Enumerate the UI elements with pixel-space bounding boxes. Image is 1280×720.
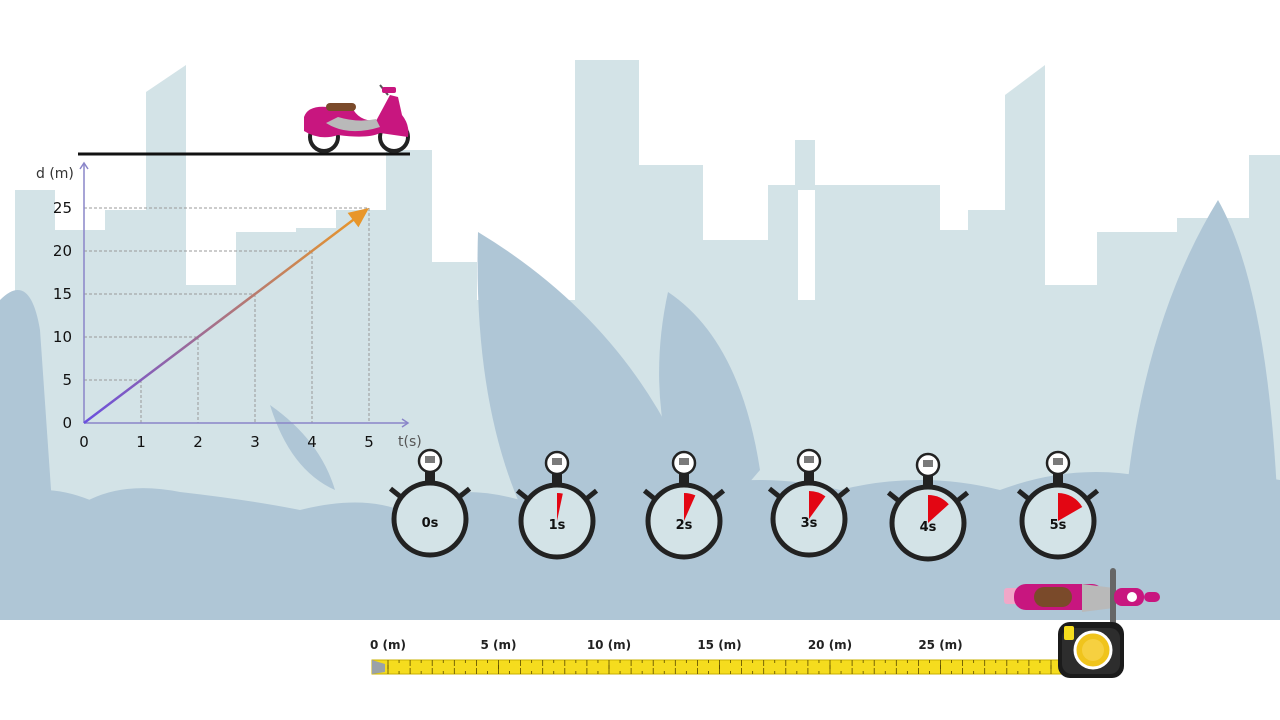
- stopwatch-label: 3s: [801, 516, 818, 531]
- tape-measure: 0 (m) 5 (m) 10 (m) 15 (m) 20 (m) 25 (m): [370, 622, 1124, 678]
- tape-label: 5 (m): [481, 638, 517, 652]
- stopwatch: 0s: [388, 448, 472, 558]
- scooter-top-icon: [1004, 568, 1160, 626]
- x-tick-label: 3: [250, 433, 260, 451]
- series-arrowhead: [347, 208, 369, 228]
- stopwatch: 4s: [886, 452, 970, 562]
- x-tick-labels: 0 1 2 3 4 5: [79, 433, 374, 451]
- x-tick-label: 0: [79, 433, 89, 451]
- tape-label: 25 (m): [918, 638, 962, 652]
- y-axis-arrow: [79, 161, 89, 170]
- y-tick-label: 10: [53, 328, 72, 346]
- tape-case-icon: [1058, 622, 1124, 678]
- series-line: [83, 215, 359, 424]
- tape-strip: [371, 659, 1063, 675]
- tape-label: 20 (m): [808, 638, 852, 652]
- y-tick-label: 5: [62, 371, 72, 389]
- x-axis-arrow: [401, 418, 410, 428]
- stopwatch-row: 0s 1s 2s 3s 4s 5s: [388, 448, 1100, 562]
- x-tick-label: 4: [307, 433, 317, 451]
- stopwatch-label: 4s: [920, 520, 937, 535]
- tape-label: 15 (m): [697, 638, 741, 652]
- tape-ticks: [387, 660, 1052, 674]
- x-axis-label: t(s): [398, 434, 422, 450]
- tape-labels: 0 (m) 5 (m) 10 (m) 15 (m) 20 (m) 25 (m): [370, 638, 963, 652]
- stopwatch-face: [391, 480, 469, 558]
- stopwatch: 1s: [515, 450, 599, 560]
- y-tick-label: 0: [62, 414, 72, 432]
- tape-label: 0 (m): [370, 638, 406, 652]
- y-axis-label: d (m): [36, 166, 74, 182]
- x-tick-label: 5: [364, 433, 374, 451]
- x-tick-label: 2: [193, 433, 203, 451]
- stopwatch-label: 5s: [1050, 518, 1067, 533]
- stopwatch-label: 2s: [676, 518, 693, 533]
- y-tick-label: 25: [53, 199, 72, 217]
- stopwatch-elapsed-wedge: [1058, 493, 1083, 521]
- chart-series: [83, 208, 369, 424]
- x-tick-label: 1: [136, 433, 146, 451]
- stopwatch-label: 1s: [549, 518, 566, 533]
- distance-time-chart: 0 1 2 3 4 5 0 5 10 15 20 25 d (m) t(s): [36, 161, 422, 451]
- stopwatch-label: 0s: [422, 516, 439, 531]
- y-tick-label: 15: [53, 285, 72, 303]
- y-tick-label: 20: [53, 242, 72, 260]
- y-tick-labels: 0 5 10 15 20 25: [53, 199, 72, 432]
- scooter-side-icon: [304, 84, 410, 153]
- tape-hook: [372, 660, 385, 674]
- stopwatch-elapsed-wedge: [809, 491, 826, 519]
- stopwatch: 3s: [767, 448, 851, 558]
- stopwatch-elapsed-wedge: [684, 493, 696, 521]
- chart-guides: [84, 207, 370, 423]
- stopwatch-elapsed-wedge: [928, 495, 949, 523]
- stopwatch: 5s: [1016, 450, 1100, 560]
- tape-label: 10 (m): [587, 638, 631, 652]
- stopwatch-elapsed-wedge: [557, 493, 563, 521]
- stopwatch: 2s: [642, 450, 726, 560]
